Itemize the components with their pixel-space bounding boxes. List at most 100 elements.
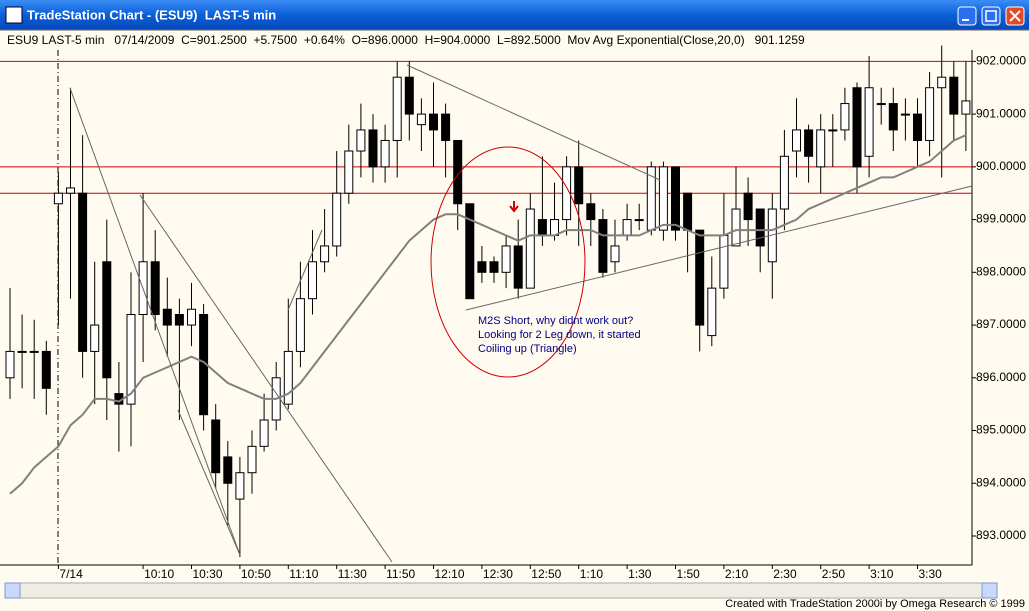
candle-body bbox=[308, 261, 317, 300]
candle-body bbox=[17, 350, 27, 353]
x-tick-label: 7/14 bbox=[59, 567, 83, 581]
candle-body bbox=[150, 261, 160, 316]
candle-body bbox=[477, 261, 487, 273]
candle-body bbox=[465, 203, 475, 300]
window-buttons bbox=[957, 6, 1025, 26]
candle-body bbox=[743, 192, 753, 221]
y-tick-label: 898.0000 bbox=[976, 264, 1026, 278]
minimize-button[interactable] bbox=[957, 6, 977, 26]
candle-body bbox=[283, 350, 293, 405]
candle-body bbox=[658, 166, 668, 231]
candle-body bbox=[610, 245, 620, 263]
candle-body bbox=[562, 166, 572, 221]
candle-body bbox=[913, 113, 922, 141]
candle-body bbox=[574, 166, 584, 205]
y-tick-label: 894.0000 bbox=[976, 475, 1026, 489]
candle-body bbox=[525, 208, 535, 289]
candle-body bbox=[356, 129, 366, 152]
app-icon bbox=[5, 6, 23, 24]
candle-body bbox=[852, 87, 862, 168]
candle-body bbox=[211, 419, 221, 474]
candle-body bbox=[368, 129, 378, 168]
scrollbar bbox=[4, 582, 998, 599]
chart-header: ESU9 LAST-5 min 07/14/2009 C=901.2500 +5… bbox=[7, 33, 805, 47]
candle-body bbox=[550, 219, 559, 236]
candle-body bbox=[41, 350, 51, 389]
candle-body bbox=[888, 103, 898, 131]
candle-body bbox=[489, 261, 499, 273]
candle-body bbox=[779, 155, 789, 210]
trendline bbox=[69, 87, 241, 556]
annotation-line: M2S Short, why didnt work out? bbox=[478, 315, 633, 327]
candle-body bbox=[683, 192, 693, 231]
candle-body bbox=[937, 76, 947, 89]
candle-body bbox=[416, 113, 426, 126]
x-tick-label: 12:10 bbox=[435, 567, 465, 581]
candle-body bbox=[501, 245, 511, 273]
candle-body bbox=[707, 287, 717, 337]
footer: Created with TradeStation 2000i by Omega… bbox=[725, 598, 1025, 610]
candle-body bbox=[586, 203, 596, 221]
candle-body bbox=[29, 350, 39, 353]
candle-body bbox=[102, 261, 112, 379]
x-tick-label: 2:30 bbox=[773, 567, 797, 581]
candle-body bbox=[187, 308, 196, 326]
x-tick-label: 10:50 bbox=[241, 567, 271, 581]
candle-body bbox=[513, 245, 523, 289]
y-tick-label: 895.0000 bbox=[976, 423, 1026, 437]
candle-body bbox=[864, 87, 874, 157]
candle-body bbox=[429, 113, 438, 131]
y-tick-label: 902.0000 bbox=[976, 54, 1026, 68]
candle-body bbox=[223, 456, 233, 484]
candle-body bbox=[247, 445, 257, 474]
candle-body bbox=[804, 129, 814, 157]
candle-body bbox=[174, 314, 184, 326]
candle-body bbox=[259, 419, 269, 447]
candle-body bbox=[961, 100, 971, 115]
window-title: TradeStation Chart - (ESU9) LAST-5 min bbox=[27, 7, 276, 22]
x-tick-label: 3:30 bbox=[919, 567, 943, 581]
candle-body bbox=[295, 298, 305, 352]
x-tick-label: 10:10 bbox=[144, 567, 174, 581]
trendline bbox=[177, 409, 241, 556]
scroll-right[interactable] bbox=[981, 582, 998, 599]
candle-body bbox=[671, 166, 680, 231]
x-tick-label: 3:10 bbox=[870, 567, 894, 581]
x-tick-label: 2:10 bbox=[725, 567, 749, 581]
close-icon bbox=[1009, 10, 1021, 22]
scrollbar-track[interactable] bbox=[4, 582, 998, 599]
candle-body bbox=[344, 150, 354, 194]
candle-body bbox=[695, 229, 705, 326]
trendline bbox=[287, 229, 323, 311]
x-tick-label: 12:30 bbox=[483, 567, 513, 581]
y-tick-label: 893.0000 bbox=[976, 528, 1026, 542]
y-tick-label: 900.0000 bbox=[976, 159, 1026, 173]
y-tick-label: 899.0000 bbox=[976, 212, 1026, 226]
x-tick-label: 1:50 bbox=[677, 567, 701, 581]
candle-body bbox=[792, 129, 801, 152]
candle-body bbox=[719, 234, 729, 289]
candle-body bbox=[332, 192, 342, 247]
candle-body bbox=[828, 129, 838, 132]
ema-line bbox=[9, 134, 967, 495]
highlight-ellipse bbox=[430, 146, 586, 378]
candle-body bbox=[755, 208, 765, 247]
candle-body bbox=[126, 314, 136, 405]
candle-body bbox=[598, 219, 608, 273]
y-tick-label: 896.0000 bbox=[976, 370, 1026, 384]
annotation-line: Looking for 2 Leg down, it started bbox=[478, 329, 641, 341]
candle-body bbox=[816, 129, 826, 168]
x-tick-label: 11:10 bbox=[289, 567, 318, 581]
x-tick-label: 11:30 bbox=[338, 567, 367, 581]
trendline bbox=[139, 194, 393, 563]
candle-body bbox=[53, 192, 63, 205]
scroll-left[interactable] bbox=[4, 582, 21, 599]
candle-body bbox=[949, 76, 959, 115]
candle-body bbox=[66, 187, 75, 194]
maximize-button[interactable] bbox=[981, 6, 1001, 26]
candle-body bbox=[900, 113, 910, 116]
y-tick-label: 901.0000 bbox=[976, 106, 1026, 120]
x-tick-label: 1:10 bbox=[580, 567, 604, 581]
